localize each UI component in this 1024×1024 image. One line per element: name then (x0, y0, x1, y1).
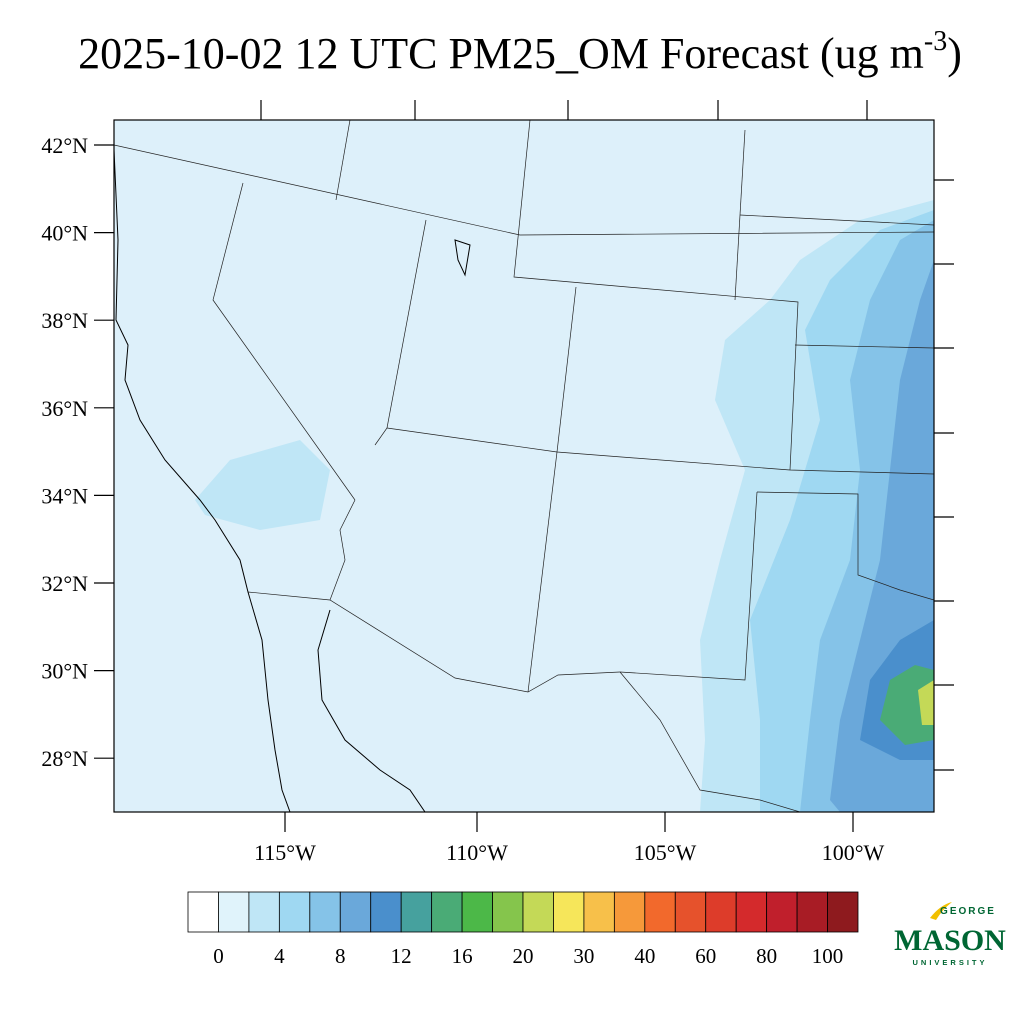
map (114, 120, 934, 812)
colorbar-box (461, 891, 493, 933)
colorbar-box (766, 891, 798, 933)
colorbar-box (583, 891, 615, 933)
frame-ticks (260, 100, 954, 771)
longitude-axis: 115°W 110°W 105°W 100°W (254, 812, 885, 865)
map-frame (113, 119, 935, 813)
colorbar-label: 100 (812, 944, 844, 968)
latitude-axis: 42°N 40°N 38°N 36°N 34°N 32°N 30°N 28°N (41, 133, 114, 771)
colorbar-box (705, 891, 737, 933)
colorbar-box (796, 891, 828, 933)
logo-top: GEORGE (940, 906, 996, 917)
colorbar-box (827, 891, 859, 933)
lat-label: 38°N (41, 308, 88, 333)
colorbar-label: 30 (573, 944, 594, 968)
title-superscript: -3 (924, 26, 947, 57)
title: 2025-10-02 12 UTC PM25_OM Forecast (ug m… (78, 26, 962, 78)
shade-7 (918, 680, 934, 725)
colorbar-box (370, 891, 402, 933)
title-text: 2025-10-02 12 UTC PM25_OM Forecast (ug m… (78, 26, 962, 78)
shade-socal (195, 440, 330, 530)
colorbar-box (553, 891, 585, 933)
colorbar-label: 20 (513, 944, 534, 968)
colorbar-box (339, 891, 372, 933)
colorbar-label: 16 (452, 944, 473, 968)
colorbar-box (431, 891, 463, 933)
lon-label: 115°W (254, 840, 316, 865)
coastline (114, 149, 471, 812)
colorbar-box (278, 891, 311, 933)
lat-label: 40°N (41, 221, 88, 246)
colorbar-label: 0 (213, 944, 224, 968)
colorbar-box (613, 891, 646, 933)
colorbar-box (218, 891, 250, 933)
colorbar-box (400, 891, 433, 933)
colorbar-label: 8 (335, 944, 346, 968)
colorbar-box (674, 891, 707, 933)
colorbar-box (735, 891, 768, 933)
lon-label: 105°W (634, 840, 697, 865)
colorbar-box (644, 891, 676, 933)
lon-label: 100°W (822, 840, 885, 865)
lat-label: 28°N (41, 746, 88, 771)
lat-label: 30°N (41, 659, 88, 684)
lat-label: 32°N (41, 571, 88, 596)
colorbar-box (248, 891, 280, 933)
lon-label: 110°W (446, 840, 508, 865)
shade-6 (880, 665, 934, 745)
state-lines (114, 120, 934, 812)
colorbar: 0 4 8 12 16 20 30 40 60 80 100 (187, 891, 859, 968)
colorbar-box (492, 891, 524, 933)
colorbar-label: 4 (274, 944, 285, 968)
colorbar-box (522, 891, 554, 933)
colorbar-label: 40 (634, 944, 655, 968)
title-main: 2025-10-02 12 UTC PM25_OM Forecast (ug m (78, 29, 924, 78)
lat-label: 34°N (41, 483, 88, 508)
logo-bottom: UNIVERSITY (912, 958, 987, 967)
colorbar-label: 12 (391, 944, 412, 968)
lat-label: 42°N (41, 133, 88, 158)
colorbar-box (187, 891, 219, 933)
colorbar-box (309, 891, 341, 933)
logo: GEORGE MASON UNIVERSITY (894, 902, 1006, 967)
title-suffix: ) (947, 29, 962, 78)
colorbar-label: 80 (756, 944, 777, 968)
lat-label: 36°N (41, 396, 88, 421)
colorbar-label: 60 (695, 944, 716, 968)
logo-main: MASON (894, 924, 1006, 957)
